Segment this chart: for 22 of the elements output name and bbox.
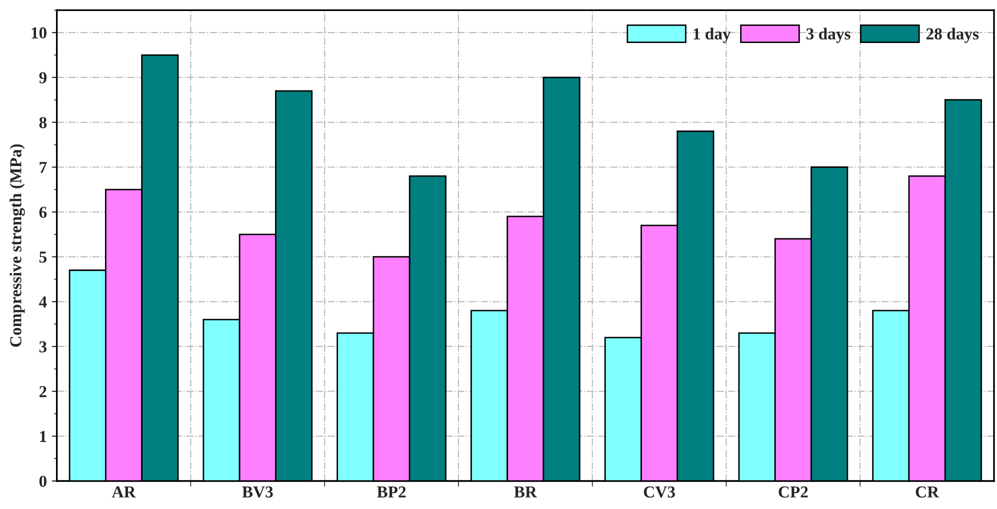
legend-label: 28 days: [926, 28, 979, 43]
x-tick-label: BR: [514, 486, 538, 498]
y-axis-title: Compressive strength (MPa): [10, 144, 25, 347]
y-tick-label: 2: [39, 386, 46, 398]
y-tick-label: 8: [39, 116, 47, 128]
y-tick-label: 6: [39, 206, 47, 218]
x-tick-label: AR: [112, 486, 136, 498]
y-tick-label: 1: [40, 430, 46, 442]
y-tick-label: 4: [39, 296, 47, 308]
x-tick-label: CV3: [644, 486, 675, 498]
x-tick-label: CR: [916, 486, 940, 498]
x-tick-label: CP2: [778, 486, 808, 498]
y-tick-label: 5: [39, 252, 46, 263]
x-tick-label: BV3: [242, 486, 273, 498]
y-tick-label: 3: [39, 341, 47, 352]
y-tick-label: 10: [32, 27, 46, 39]
legend-label: 3 days: [806, 28, 850, 43]
y-tick-label: 0: [39, 476, 46, 487]
y-tick-label: 9: [39, 72, 47, 84]
legend-label: 1 day: [694, 28, 731, 43]
x-tick-label: BP2: [376, 486, 406, 498]
y-tick-label: 7: [40, 162, 47, 173]
